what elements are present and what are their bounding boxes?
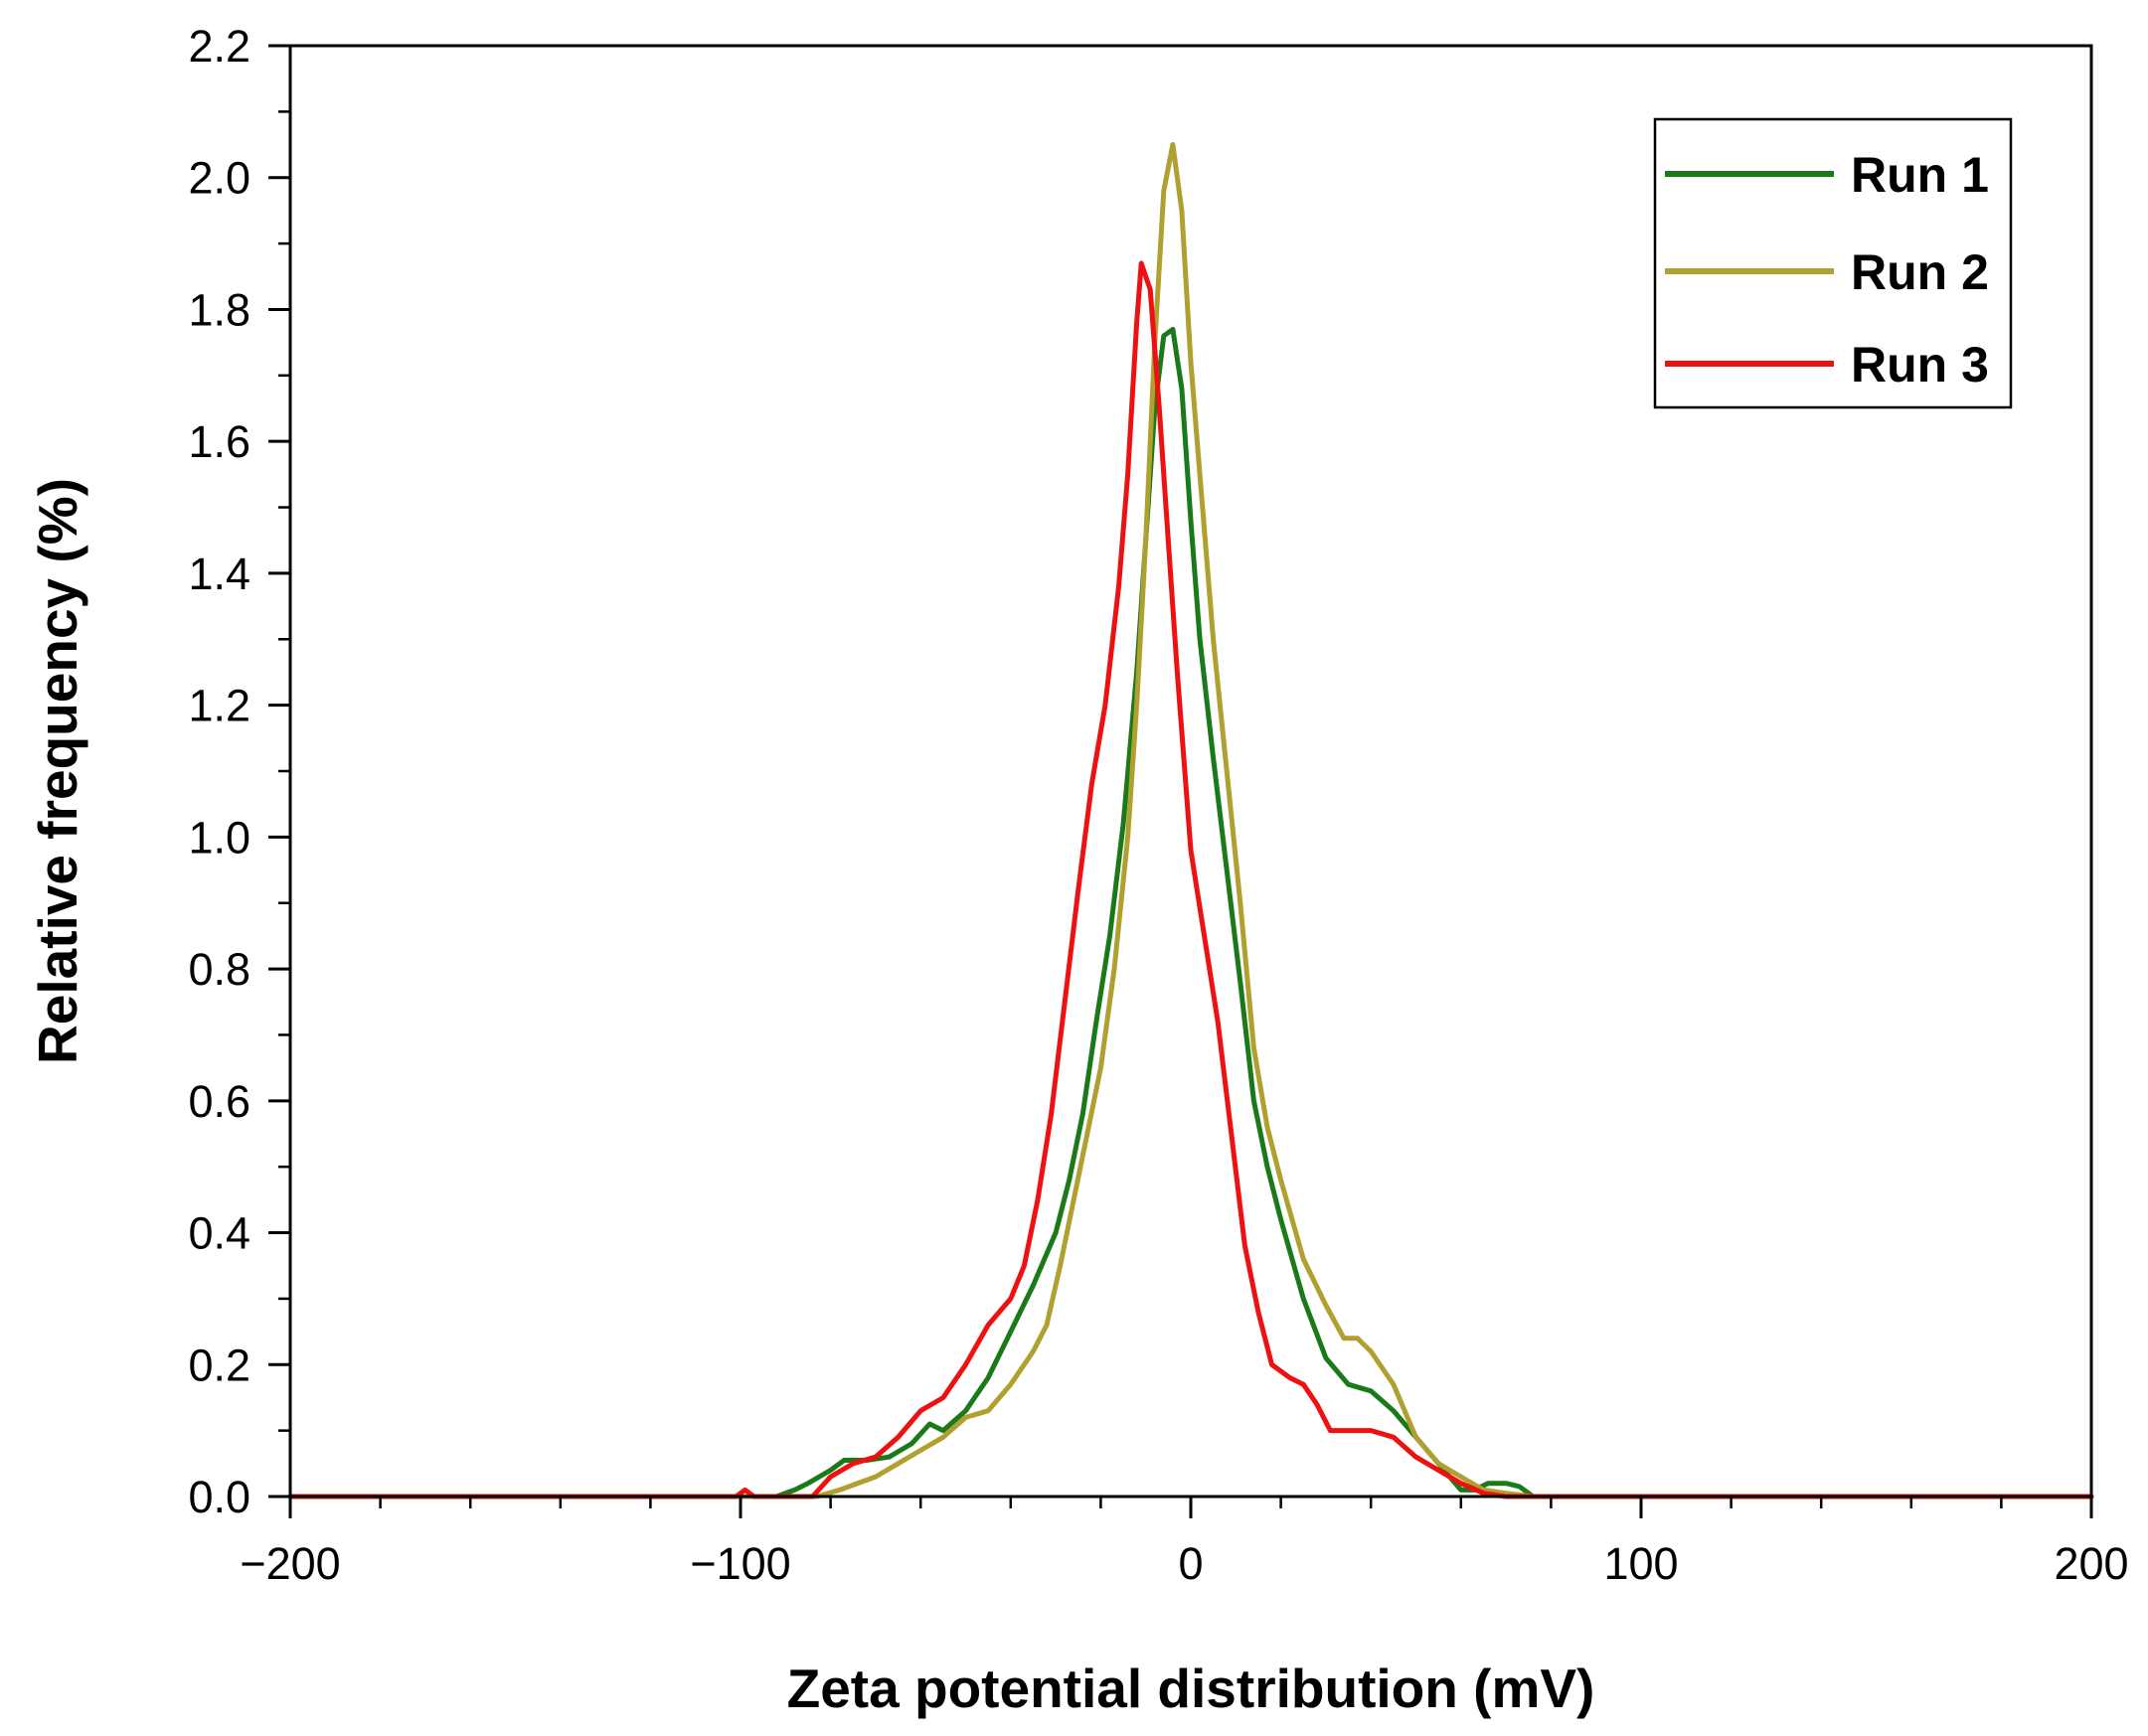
y-tick-label: 2.0 [188,153,250,204]
legend-box [1653,117,2013,409]
legend-label-run-1: Run 1 [1851,147,1989,203]
y-tick-label: 2.2 [188,21,250,72]
y-tick-label: 1.6 [188,416,250,467]
y-tick-label: 1.4 [188,549,250,599]
y-tick-label: 1.8 [188,284,250,335]
series-layer [287,142,2094,1499]
y-tick-label: 0.2 [188,1340,250,1390]
x-tick-label: 200 [2054,1538,2128,1589]
x-tick-label: 0 [1178,1538,1203,1589]
y-tick-label: 0.0 [188,1472,250,1522]
y-tick-label: 0.8 [188,944,250,995]
series-line-run-2 [287,142,2094,1499]
y-axis-title: Relative frequency (%) [27,478,88,1064]
y-tick-label: 1.2 [188,681,250,731]
y-tick-label: 0.6 [188,1076,250,1127]
legend-label-run-3: Run 3 [1851,337,1989,393]
legend: Run 1 Run 2 Run 3 [1653,117,2013,409]
y-tick-label: 1.0 [188,812,250,863]
axis-tick-labels: −200 −100 0 100 200 0.0 0.2 0.4 0.6 0.8 1.0 1.2 1.4 1… [188,21,2128,1589]
x-tick-label: −200 [240,1538,340,1589]
series-line-run-3 [287,260,2094,1499]
legend-label-run-2: Run 2 [1851,244,1989,300]
axis-ticks [268,44,2093,1518]
y-tick-label: 0.4 [188,1208,250,1259]
x-axis-title: Zeta potential distribution (mV) [787,1657,1595,1719]
x-tick-label: −100 [690,1538,790,1589]
x-tick-label: 100 [1603,1538,1678,1589]
